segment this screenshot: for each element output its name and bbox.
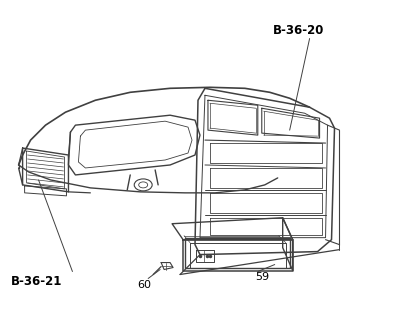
Text: 59: 59 bbox=[255, 273, 269, 283]
Text: B-36-20: B-36-20 bbox=[273, 24, 324, 37]
Text: 60: 60 bbox=[137, 280, 151, 291]
Text: B-36-21: B-36-21 bbox=[11, 275, 62, 288]
